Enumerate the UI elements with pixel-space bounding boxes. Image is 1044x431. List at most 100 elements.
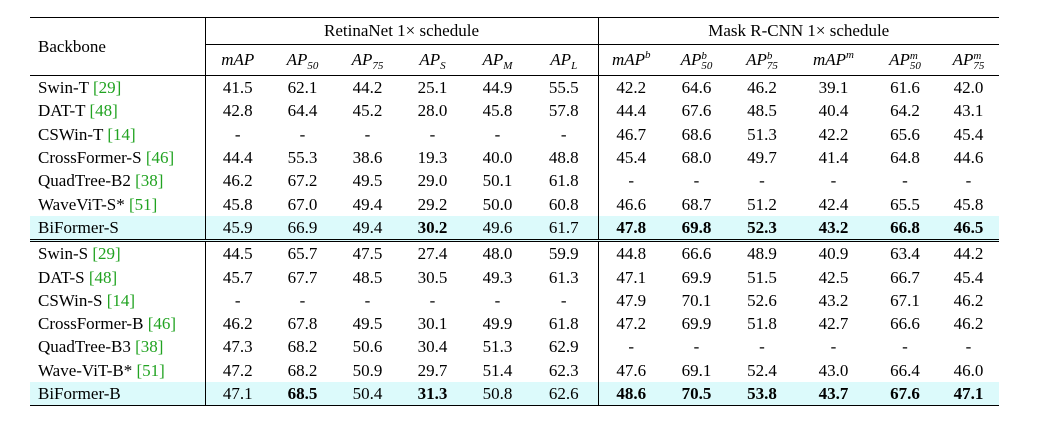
metric-value: 42.2 bbox=[598, 75, 664, 100]
citation-link[interactable]: [14] bbox=[107, 124, 136, 144]
model-name: QuadTree-B2 bbox=[38, 171, 131, 191]
metric-value: 46.2 bbox=[222, 314, 253, 334]
metric-base: mAP bbox=[813, 50, 847, 69]
citation-link[interactable]: [29] bbox=[92, 244, 121, 264]
metric-value: 47.8 bbox=[598, 215, 664, 241]
metric-value: - bbox=[364, 290, 371, 310]
metric-base: mAP bbox=[221, 50, 255, 69]
metric-value: 70.1 bbox=[681, 290, 712, 310]
metric-header: AP75 bbox=[335, 45, 400, 76]
metric-value: - bbox=[902, 337, 908, 357]
results-table: Backbone RetinaNet 1× schedule Mask R-CNN … bbox=[30, 17, 999, 407]
metric-value: 51.3 bbox=[482, 337, 513, 357]
metric-value: 51.4 bbox=[482, 360, 513, 380]
metric-value: 47.1 bbox=[205, 381, 270, 407]
metric-value: 48.9 bbox=[729, 239, 795, 266]
table-row: Swin-T [29] 41.5 62.1 44.2 25.1 44.9 55.5 42.2 6… bbox=[30, 75, 999, 100]
metric-value: 52.3 bbox=[729, 215, 795, 241]
metric-value: 69.9 bbox=[681, 267, 712, 287]
metric-value: 67.6 bbox=[681, 101, 712, 121]
backbone-name: CrossFormer-B [46] bbox=[30, 311, 206, 336]
citation-link[interactable]: [38] bbox=[135, 171, 164, 191]
metric-value: 40.0 bbox=[482, 148, 513, 168]
metric-value: 49.4 bbox=[335, 215, 400, 241]
citation-link[interactable]: [14] bbox=[106, 290, 136, 310]
table-row: DAT-T [48] 42.8 64.4 45.2 28.0 45.8 57.8 44.4 67… bbox=[30, 99, 999, 123]
metric-value: 49.3 bbox=[482, 267, 513, 287]
metric-value: 63.4 bbox=[872, 239, 938, 266]
citation-link[interactable]: [51] bbox=[136, 360, 165, 380]
table-row: QuadTree-B2 [38] 46.2 67.2 49.5 29.0 50.1 61.8… bbox=[30, 169, 999, 193]
metric-value: 29.0 bbox=[417, 171, 448, 191]
metric-value: 43.0 bbox=[818, 360, 849, 380]
table-row: CrossFormer-S [46] 44.4 55.3 38.6 19.3 40.0 48… bbox=[30, 145, 999, 170]
metric-header: AP50 bbox=[270, 45, 335, 76]
citation-link[interactable]: [29] bbox=[92, 78, 122, 98]
citation-link[interactable]: [46] bbox=[145, 148, 175, 168]
metric-value: - bbox=[628, 337, 635, 357]
metric-value: 53.8 bbox=[729, 381, 795, 407]
metric-value: 43.7 bbox=[795, 381, 872, 407]
model-name: BiFormer-S bbox=[38, 217, 119, 237]
metric-base: mAP bbox=[611, 50, 646, 69]
table-row: CSWin-S [14] - - - - - -47.9 70.1 52.6 43.2 67.1 46… bbox=[30, 288, 999, 312]
metric-value: 68.6 bbox=[681, 124, 712, 144]
metric-value: 61.8 bbox=[530, 169, 599, 193]
metric-value: 61.6 bbox=[872, 75, 938, 100]
backbone-name: DAT-S [48] bbox=[30, 265, 206, 289]
metric-value: 49.5 bbox=[352, 314, 383, 334]
metric-value: 68.7 bbox=[681, 194, 712, 214]
metric-value: - bbox=[299, 290, 306, 310]
citation-link[interactable]: [38] bbox=[135, 337, 164, 357]
metric-value: - bbox=[234, 124, 241, 144]
metric-value: 30.2 bbox=[400, 215, 465, 241]
metric-value: - bbox=[234, 290, 241, 310]
backbone-name: CSWin-S [14] bbox=[30, 288, 206, 312]
backbone-name: BiFormer-S bbox=[30, 215, 206, 241]
backbone-name: Wave-ViT-B* [51] bbox=[30, 358, 206, 382]
metric-value: 47.9 bbox=[616, 290, 647, 310]
metric-base: AP bbox=[482, 50, 504, 69]
metric-subscript: 75 bbox=[766, 60, 778, 73]
metric-value: 39.1 bbox=[795, 75, 872, 100]
metric-value: - bbox=[494, 124, 501, 144]
metric-value: 62.6 bbox=[530, 381, 599, 407]
metric-value: 45.2 bbox=[352, 101, 383, 121]
citation-link[interactable]: [48] bbox=[89, 101, 118, 121]
model-name: BiFormer-B bbox=[38, 384, 121, 403]
metric-subscript: 75 bbox=[973, 60, 985, 73]
metric-base: AP bbox=[351, 50, 373, 69]
table-row: Wave-ViT-B* [51] 47.2 68.2 50.9 29.7 51.4 62.3… bbox=[30, 358, 999, 382]
model-name: CSWin-T bbox=[38, 124, 104, 144]
metric-value: 42.4 bbox=[818, 194, 849, 214]
backbone-name: Swin-T [29] bbox=[30, 75, 206, 100]
backbone-name: CSWin-T [14] bbox=[30, 122, 206, 146]
metric-scripts: b 50 bbox=[701, 51, 712, 72]
metric-value: - bbox=[530, 122, 599, 146]
metric-value: 45.4 bbox=[953, 124, 984, 144]
metric-value: 44.4 bbox=[616, 101, 647, 121]
metric-subscript: 50 bbox=[307, 60, 319, 72]
citation-link[interactable]: [51] bbox=[128, 194, 158, 214]
metric-value: - bbox=[693, 171, 700, 191]
metric-header: AP m 50 bbox=[872, 45, 938, 76]
metric-value: 65.5 bbox=[890, 194, 920, 214]
metric-value: 65.6 bbox=[890, 124, 920, 144]
metric-value: 19.3 bbox=[417, 148, 448, 168]
metric-value: 46.2 bbox=[953, 314, 984, 334]
metric-value: - bbox=[530, 288, 599, 312]
metric-value: 42.7 bbox=[818, 314, 849, 334]
metric-value: 66.7 bbox=[890, 267, 920, 287]
metric-value: - bbox=[759, 171, 765, 191]
metric-value: 57.8 bbox=[530, 99, 599, 123]
metric-header: mAPb bbox=[598, 45, 664, 76]
metric-value: 47.1 bbox=[938, 381, 999, 407]
metric-value: - bbox=[429, 124, 436, 144]
citation-link[interactable]: [48] bbox=[88, 267, 118, 287]
metric-header: APL bbox=[530, 44, 599, 76]
table-row: DAT-S [48] 45.7 67.7 48.5 30.5 49.3 61.3 47.1 69… bbox=[30, 265, 999, 289]
citation-link[interactable]: [46] bbox=[147, 314, 177, 334]
metric-value: 48.5 bbox=[747, 101, 777, 121]
model-name: CSWin-S bbox=[38, 290, 103, 310]
